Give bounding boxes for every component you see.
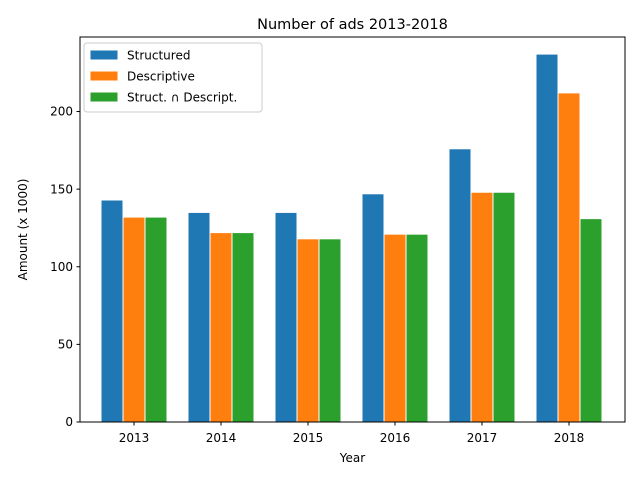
bar xyxy=(557,92,581,423)
x-ticks: 2013 2014 2015 2016 2017 2018 xyxy=(119,422,585,445)
bar xyxy=(405,233,429,423)
bar xyxy=(492,191,516,423)
legend: Structured Descriptive Struct. ∩ Descript. xyxy=(83,42,263,113)
bar xyxy=(318,238,342,423)
legend-label: Structured xyxy=(127,49,190,63)
y-ticks: 0 50 100 150 200 xyxy=(50,105,80,429)
bar xyxy=(274,211,298,423)
legend-swatch xyxy=(89,49,119,61)
x-tick-label: 2018 xyxy=(554,431,585,445)
chart-title: Number of ads 2013-2018 xyxy=(257,17,448,33)
x-tick-label: 2015 xyxy=(293,431,324,445)
bar xyxy=(122,216,146,423)
legend-label: Struct. ∩ Descript. xyxy=(127,91,237,105)
legend-label: Descriptive xyxy=(127,70,195,84)
bar xyxy=(187,211,211,423)
x-tick-label: 2013 xyxy=(119,431,150,445)
bar xyxy=(144,216,168,423)
y-tick-label: 100 xyxy=(50,260,73,274)
y-tick-label: 150 xyxy=(50,182,73,196)
y-tick-label: 50 xyxy=(58,338,73,352)
x-tick-label: 2016 xyxy=(380,431,411,445)
bars-layer xyxy=(100,53,603,423)
legend-swatch xyxy=(89,70,119,82)
bar xyxy=(209,232,233,423)
bar xyxy=(383,233,407,423)
bar xyxy=(296,238,320,423)
x-axis-label: Year xyxy=(339,451,365,465)
plot-frame xyxy=(79,36,626,423)
bar xyxy=(535,53,559,423)
legend-box xyxy=(83,42,263,113)
bar xyxy=(448,148,472,423)
x-tick-label: 2014 xyxy=(206,431,237,445)
x-tick-label: 2017 xyxy=(467,431,498,445)
bar xyxy=(470,191,494,423)
bar xyxy=(579,218,603,423)
bar xyxy=(231,232,255,423)
legend-swatch xyxy=(89,91,119,103)
y-tick-label: 200 xyxy=(50,105,73,119)
bar xyxy=(100,199,124,423)
y-tick-label: 0 xyxy=(65,415,73,429)
y-axis-label: Amount (x 1000) xyxy=(16,179,30,281)
bar xyxy=(361,193,385,423)
